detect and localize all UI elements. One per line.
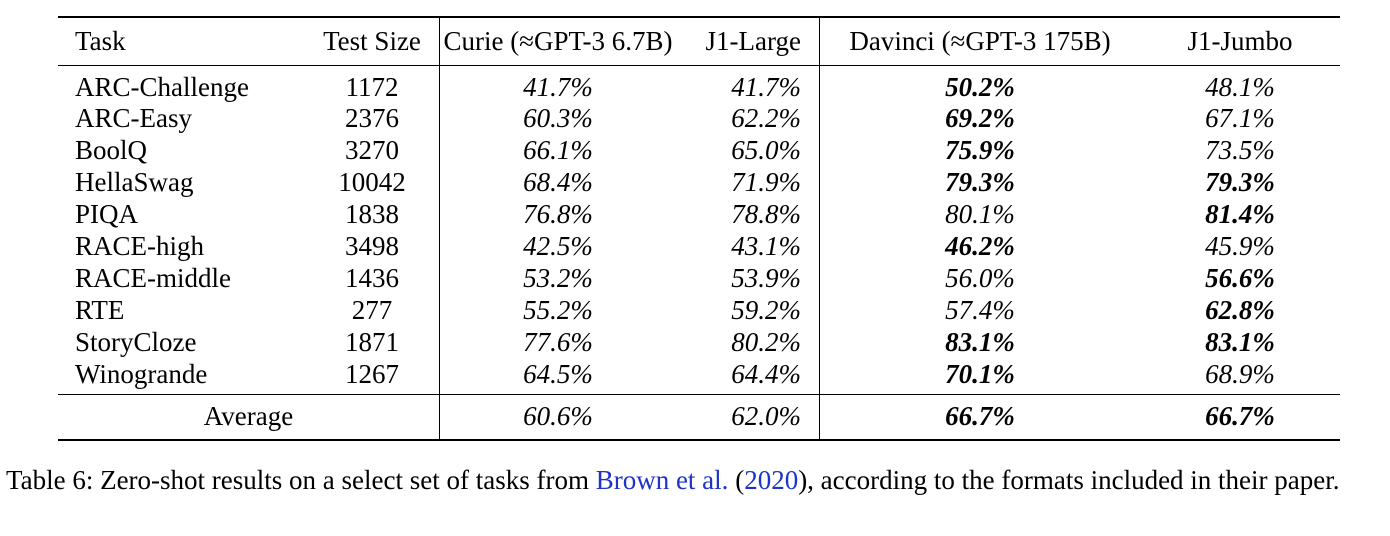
cell-test-size: 10042 [338, 167, 406, 197]
cell-j1-large: 41.7% [731, 71, 801, 102]
cell-j1-large: 53.9% [731, 263, 801, 293]
table-row: HellaSwag 10042 68.4% 71.9% 79.3% 79.3% [58, 166, 1340, 199]
cell-task: RACE-middle [75, 263, 231, 293]
cell-test-size: 1436 [345, 263, 399, 293]
results-table-container: Task Test Size Curie (≈GPT-3 6.7B) J1-La… [58, 16, 1340, 441]
cell-j1-jumbo: 45.9% [1205, 231, 1275, 261]
cell-curie: 64.5% [439, 358, 676, 394]
results-table: Task Test Size Curie (≈GPT-3 6.7B) J1-La… [58, 16, 1340, 441]
cell-davinci: 75.9% [819, 134, 1140, 167]
cell-j1-jumbo: 81.4% [1205, 199, 1275, 229]
cell-test-size: 1838 [345, 199, 399, 229]
average-label: Average [203, 401, 294, 432]
table-row: PIQA 1838 76.8% 78.8% 80.1% 81.4% [58, 198, 1340, 231]
cell-curie: 60.3% [439, 102, 676, 135]
cell-davinci: 80.1% [819, 198, 1140, 231]
cell-task: StoryCloze [75, 327, 197, 357]
table-row: ARC-Challenge 1172 41.7% 41.7% 50.2% 48.1% [58, 65, 1340, 103]
cell-test-size: 1267 [345, 358, 399, 389]
cell-curie: 42.5% [439, 230, 676, 263]
cell-task: BoolQ [75, 135, 148, 165]
cell-task: RACE-high [75, 231, 205, 261]
cell-j1-jumbo: 83.1% [1205, 327, 1275, 357]
cell-davinci: 83.1% [819, 326, 1140, 359]
cell-test-size: 1871 [345, 327, 399, 357]
cell-task: HellaSwag [75, 167, 194, 197]
table-row: Winogrande 1267 64.5% 64.4% 70.1% 68.9% [58, 358, 1340, 394]
header-j1-jumbo: J1-Jumbo [1187, 25, 1293, 56]
table-body: ARC-Challenge 1172 41.7% 41.7% 50.2% 48.1% ARC… [58, 65, 1340, 394]
cell-test-size: 3498 [345, 231, 399, 261]
cell-j1-jumbo: 62.8% [1205, 295, 1275, 325]
cell-task: RTE [75, 295, 125, 325]
average-j1-large: 62.0% [731, 401, 801, 432]
average-row: Average 60.6% 62.0% 66.7% 66.7% [58, 394, 1340, 440]
table-row: RACE-high 3498 42.5% 43.1% 46.2% 45.9% [58, 230, 1340, 263]
cell-j1-jumbo: 79.3% [1205, 167, 1275, 197]
header-davinci: Davinci (≈GPT-3 175B) [819, 17, 1140, 65]
cell-j1-jumbo: 73.5% [1205, 135, 1275, 165]
cell-davinci: 70.1% [819, 358, 1140, 394]
citation-author-link[interactable]: Brown et al. [595, 465, 729, 495]
header-task: Task [75, 25, 126, 56]
cell-test-size: 3270 [345, 135, 399, 165]
average-curie: 60.6% [439, 394, 676, 440]
cell-davinci: 46.2% [819, 230, 1140, 263]
header-j1-large: J1-Large [705, 25, 801, 56]
citation-year-link[interactable]: 2020 [744, 465, 799, 495]
cell-j1-jumbo: 68.9% [1205, 358, 1275, 389]
table-row: StoryCloze 1871 77.6% 80.2% 83.1% 83.1% [58, 326, 1340, 359]
caption-suffix: ), according to the formats included in … [798, 465, 1340, 495]
cell-davinci: 69.2% [819, 102, 1140, 135]
cell-davinci: 57.4% [819, 294, 1140, 327]
header-curie: Curie (≈GPT-3 6.7B) [439, 17, 676, 65]
cell-curie: 55.2% [439, 294, 676, 327]
cell-j1-jumbo: 67.1% [1205, 103, 1275, 133]
table-caption: Table 6: Zero-shot results on a select s… [6, 463, 1386, 497]
cell-j1-large: 71.9% [731, 167, 801, 197]
cell-curie: 53.2% [439, 262, 676, 295]
citation-open-paren: ( [728, 465, 745, 495]
table-row: RACE-middle 1436 53.2% 53.9% 56.0% 56.6% [58, 262, 1340, 295]
cell-j1-jumbo: 56.6% [1205, 263, 1275, 293]
cell-task: PIQA [75, 199, 139, 229]
cell-j1-large: 62.2% [731, 103, 801, 133]
table-average-section: Average 60.6% 62.0% 66.7% 66.7% [58, 394, 1340, 440]
table-row: ARC-Easy 2376 60.3% 62.2% 69.2% 67.1% [58, 102, 1340, 135]
cell-curie: 68.4% [439, 166, 676, 199]
table-row: BoolQ 3270 66.1% 65.0% 75.9% 73.5% [58, 134, 1340, 167]
cell-j1-large: 80.2% [731, 327, 801, 357]
cell-davinci: 50.2% [819, 65, 1140, 103]
cell-curie: 77.6% [439, 326, 676, 359]
cell-j1-large: 43.1% [731, 231, 801, 261]
cell-j1-large: 59.2% [731, 295, 801, 325]
cell-j1-large: 64.4% [731, 358, 801, 389]
cell-j1-large: 78.8% [731, 199, 801, 229]
table-header-row: Task Test Size Curie (≈GPT-3 6.7B) J1-La… [58, 17, 1340, 65]
cell-test-size: 1172 [345, 71, 399, 102]
cell-curie: 66.1% [439, 134, 676, 167]
cell-test-size: 277 [351, 295, 393, 325]
table-row: RTE 277 55.2% 59.2% 57.4% 62.8% [58, 294, 1340, 327]
cell-j1-large: 65.0% [731, 135, 801, 165]
average-davinci: 66.7% [819, 394, 1140, 440]
cell-davinci: 56.0% [819, 262, 1140, 295]
cell-task: ARC-Challenge [75, 71, 249, 102]
cell-test-size: 2376 [345, 103, 399, 133]
cell-task: ARC-Easy [75, 103, 192, 133]
cell-curie: 41.7% [439, 65, 676, 103]
cell-davinci: 79.3% [819, 166, 1140, 199]
cell-task: Winogrande [75, 358, 208, 389]
cell-curie: 76.8% [439, 198, 676, 231]
header-test-size: Test Size [323, 25, 421, 56]
average-j1-jumbo: 66.7% [1205, 401, 1275, 432]
cell-j1-jumbo: 48.1% [1205, 71, 1275, 102]
caption-prefix: Table 6: Zero-shot results on a select s… [6, 465, 596, 495]
